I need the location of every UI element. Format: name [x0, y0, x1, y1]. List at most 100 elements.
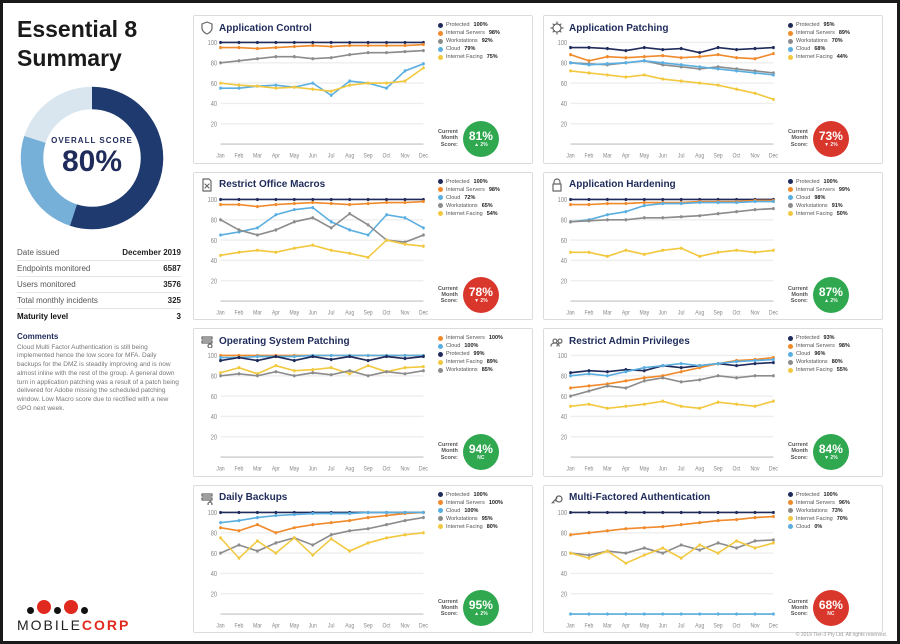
legend-dot-icon [438, 23, 443, 28]
legend-label: Internal Servers [446, 30, 485, 36]
card-right: Protected93%Internal Servers98%Cloud96%W… [784, 329, 882, 476]
legend-value: 95% [482, 516, 493, 522]
score-label: CurrentMonthScore: [438, 286, 458, 305]
stat-value: December 2019 [122, 248, 181, 257]
svg-text:Oct: Oct [383, 466, 391, 473]
legend-value: 100% [824, 179, 838, 185]
svg-text:100: 100 [208, 509, 218, 517]
legend-dot-icon [438, 516, 443, 521]
score-label: CurrentMonthScore: [788, 442, 808, 461]
legend-item: Internal Servers 98% [438, 30, 526, 36]
legend-value: 98% [489, 30, 500, 36]
legend-dot-icon [438, 360, 443, 365]
legend-label: Protected [446, 492, 470, 498]
svg-text:Jan: Jan [216, 466, 224, 473]
metric-card-mfa: Multi-Factored Authentication20406080100… [543, 485, 883, 634]
legend-item: Internal Servers100% [438, 335, 526, 341]
legend-item: Cloud100% [438, 508, 526, 514]
legend-item: Internet Facing70% [788, 516, 876, 522]
legend-item: Cloud72% [438, 195, 526, 201]
svg-text:Nov: Nov [400, 623, 409, 630]
card-title: Restrict Admin Privileges [569, 336, 690, 347]
svg-text:Jan: Jan [216, 623, 224, 630]
score-pct: 95% [469, 599, 493, 611]
svg-text:Dec: Dec [769, 310, 778, 317]
stat-value: 3576 [163, 280, 181, 289]
svg-text:80: 80 [211, 60, 218, 68]
svg-text:60: 60 [561, 550, 568, 558]
svg-text:Feb: Feb [585, 310, 594, 317]
legend-item: Protected100% [438, 179, 526, 185]
legend-dot-icon [788, 352, 793, 357]
score-pct: 81% [469, 130, 493, 142]
legend-dot-icon [438, 31, 443, 36]
svg-text:Aug: Aug [695, 310, 704, 317]
legend-value: 100% [474, 492, 488, 498]
legend-value: 100% [474, 22, 488, 28]
svg-text:Jun: Jun [309, 466, 317, 473]
lock-icon [550, 178, 564, 192]
card-right: Protected100%Internal Servers100%Cloud10… [434, 486, 532, 633]
svg-text:80: 80 [211, 530, 218, 538]
card-header: Restrict Office Macros [200, 178, 428, 192]
legend-item: Protected95% [788, 22, 876, 28]
legend-item: Cloud79% [438, 46, 526, 52]
summary-stats: Date issuedDecember 2019Endpoints monito… [17, 245, 181, 324]
svg-text:80: 80 [561, 217, 568, 225]
legend-dot-icon [788, 179, 793, 184]
legend-dot-icon [788, 31, 793, 36]
card-right: Protected100%Internal Servers99%Cloud98%… [784, 173, 882, 320]
svg-text:Nov: Nov [400, 310, 409, 317]
svg-text:80: 80 [211, 217, 218, 225]
legend-item: Workstations92% [438, 38, 526, 44]
svg-text:Jul: Jul [678, 310, 685, 317]
stat-key: Users monitored [17, 280, 76, 289]
legend-label: Protected [796, 335, 820, 341]
score-label: CurrentMonthScore: [788, 599, 808, 618]
legend-dot-icon [438, 211, 443, 216]
legend-value: 96% [814, 351, 825, 357]
legend-label: Internal Servers [796, 500, 835, 506]
score-delta: ▲ 2% [474, 611, 488, 617]
trend-chart: 20406080100JanFebMarAprMayJunJulAugSepOc… [200, 350, 428, 474]
svg-text:40: 40 [211, 101, 218, 109]
svg-text:Nov: Nov [750, 466, 759, 473]
svg-text:Feb: Feb [235, 623, 244, 630]
legend-value: 75% [487, 54, 498, 60]
legend-item: Protected93% [788, 335, 876, 341]
svg-text:Mar: Mar [253, 153, 262, 160]
shield-icon [200, 21, 214, 35]
svg-text:20: 20 [561, 278, 568, 286]
trend-chart: 20406080100JanFebMarAprMayJunJulAugSepOc… [200, 507, 428, 631]
legend-item: Internet Facing44% [788, 54, 876, 60]
svg-text:Apr: Apr [272, 310, 280, 317]
svg-text:Sep: Sep [364, 466, 373, 473]
score-delta: ▼ 2% [824, 455, 838, 461]
legend-item: Internal Servers98% [438, 187, 526, 193]
legend-item: Protected99% [438, 351, 526, 357]
stack-clock-icon [200, 491, 214, 505]
legend-label: Cloud [796, 351, 810, 357]
svg-text:Dec: Dec [419, 623, 428, 630]
legend-dot-icon [438, 39, 443, 44]
card-left: Application Hardening20406080100JanFebMa… [544, 173, 784, 320]
svg-text:Jun: Jun [309, 310, 317, 317]
legend-item: Protected100% [788, 492, 876, 498]
svg-text:Apr: Apr [272, 623, 280, 630]
svg-text:Apr: Apr [622, 310, 630, 317]
svg-text:Mar: Mar [253, 310, 262, 317]
card-right: Protected95%Internal Servers89%Workstati… [784, 16, 882, 163]
metric-card-restrict-admin: Restrict Admin Privileges 20406080100JanF… [543, 328, 883, 477]
trend-chart: 20406080100JanFebMarAprMayJunJulAugSepOc… [550, 350, 778, 474]
score-box: CurrentMonthScore:94%NC [438, 434, 526, 470]
svg-text:Nov: Nov [750, 153, 759, 160]
legend-label: Workstations [796, 38, 828, 44]
legend-label: Workstations [446, 203, 478, 209]
card-title: Restrict Office Macros [219, 179, 325, 190]
legend-item: Cloud0% [788, 524, 876, 530]
svg-text:Jul: Jul [328, 623, 335, 630]
legend-label: Internal Servers [796, 30, 835, 36]
svg-text:80: 80 [561, 530, 568, 538]
legend-dot-icon [438, 195, 443, 200]
svg-text:May: May [289, 466, 299, 473]
